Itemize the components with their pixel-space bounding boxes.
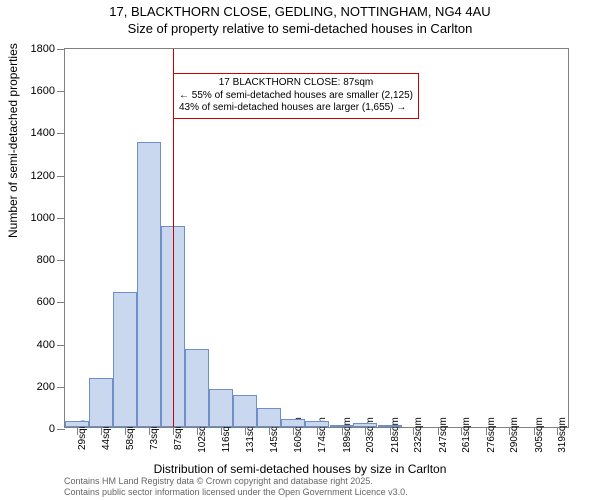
y-tick-label: 1000 bbox=[31, 212, 55, 224]
x-tick-label: 218sqm bbox=[390, 417, 401, 453]
chart-container: 17, BLACKTHORN CLOSE, GEDLING, NOTTINGHA… bbox=[0, 0, 600, 500]
y-tick-label: 600 bbox=[37, 296, 55, 308]
y-axis-label: Number of semi-detached properties bbox=[6, 43, 20, 238]
x-tick-label: 232sqm bbox=[413, 417, 424, 453]
y-tick-label: 800 bbox=[37, 254, 55, 266]
y-tick bbox=[57, 302, 65, 303]
title-line1: 17, BLACKTHORN CLOSE, GEDLING, NOTTINGHA… bbox=[0, 4, 600, 21]
plot-area: 02004006008001000120014001600180029sqm44… bbox=[64, 48, 569, 428]
annotation-box: 17 BLACKTHORN CLOSE: 87sqm← 55% of semi-… bbox=[173, 73, 419, 119]
y-tick-label: 200 bbox=[37, 381, 55, 393]
histogram-bar bbox=[281, 419, 305, 427]
chart-footer: Contains HM Land Registry data © Crown c… bbox=[64, 476, 408, 498]
histogram-bar bbox=[330, 425, 354, 427]
y-tick-label: 0 bbox=[49, 423, 55, 435]
y-tick bbox=[57, 133, 65, 134]
histogram-bar bbox=[113, 292, 137, 427]
histogram-bar bbox=[185, 349, 209, 427]
histogram-bar bbox=[89, 378, 113, 427]
y-tick-label: 1400 bbox=[31, 127, 55, 139]
y-tick bbox=[57, 429, 65, 430]
y-tick bbox=[57, 387, 65, 388]
annotation-line: 17 BLACKTHORN CLOSE: 87sqm bbox=[179, 77, 413, 90]
y-tick bbox=[57, 260, 65, 261]
y-tick-label: 400 bbox=[37, 339, 55, 351]
x-tick-label: 247sqm bbox=[438, 417, 449, 453]
x-axis-label: Distribution of semi-detached houses by … bbox=[0, 462, 600, 476]
histogram-bar bbox=[353, 423, 377, 427]
x-tick-label: 276sqm bbox=[486, 417, 497, 453]
chart-title: 17, BLACKTHORN CLOSE, GEDLING, NOTTINGHA… bbox=[0, 4, 600, 38]
x-tick-label: 305sqm bbox=[534, 417, 545, 453]
y-tick bbox=[57, 345, 65, 346]
histogram-bar bbox=[257, 408, 281, 427]
y-tick-label: 1200 bbox=[31, 170, 55, 182]
footer-line1: Contains HM Land Registry data © Crown c… bbox=[64, 476, 408, 487]
x-tick-label: 261sqm bbox=[461, 417, 472, 453]
y-tick-label: 1600 bbox=[31, 85, 55, 97]
annotation-line: 43% of semi-detached houses are larger (… bbox=[179, 102, 413, 115]
histogram-bar bbox=[378, 425, 402, 427]
y-tick bbox=[57, 176, 65, 177]
histogram-bar bbox=[209, 389, 233, 427]
annotation-line: ← 55% of semi-detached houses are smalle… bbox=[179, 90, 413, 103]
histogram-bar bbox=[65, 421, 89, 427]
y-tick bbox=[57, 218, 65, 219]
x-tick-label: 319sqm bbox=[557, 417, 568, 453]
footer-line2: Contains public sector information licen… bbox=[64, 487, 408, 498]
x-tick-label: 189sqm bbox=[342, 417, 353, 453]
y-tick-label: 1800 bbox=[31, 43, 55, 55]
histogram-bar bbox=[305, 421, 329, 427]
y-tick bbox=[57, 49, 65, 50]
y-tick bbox=[57, 91, 65, 92]
histogram-bar bbox=[137, 142, 161, 427]
x-tick-label: 290sqm bbox=[509, 417, 520, 453]
histogram-bar bbox=[233, 395, 257, 427]
title-line2: Size of property relative to semi-detach… bbox=[0, 21, 600, 38]
